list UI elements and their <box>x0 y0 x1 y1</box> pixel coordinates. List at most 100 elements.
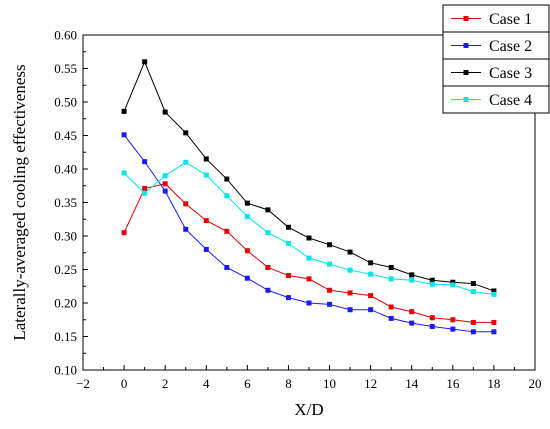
legend-label: Case 1 <box>489 11 532 28</box>
legend: Case 1 Case 2 Case 3 Case 4 <box>442 4 550 114</box>
series-1 <box>121 181 497 325</box>
y-axis-title: Laterally-averaged cooling effectiveness <box>10 64 29 340</box>
data-point <box>429 323 435 329</box>
data-point <box>327 301 333 307</box>
data-point <box>121 132 127 138</box>
data-point <box>224 228 230 234</box>
x-tick-label: −2 <box>76 376 90 391</box>
data-point <box>491 329 497 335</box>
data-point <box>306 235 312 241</box>
legend-item: Case 1 <box>442 4 550 33</box>
x-tick-label: 16 <box>446 376 460 391</box>
data-point <box>388 315 394 321</box>
data-point <box>368 271 374 277</box>
data-point <box>368 293 374 299</box>
data-point <box>265 207 271 213</box>
legend-marker <box>463 70 469 75</box>
data-point <box>327 242 333 248</box>
legend-marker <box>463 97 469 102</box>
data-point <box>327 287 333 293</box>
y-tick-label: 0.45 <box>54 128 77 143</box>
data-point <box>224 176 230 182</box>
data-point <box>285 273 291 279</box>
legend-label: Case 2 <box>489 38 532 55</box>
x-axis-title: X/D <box>294 400 323 419</box>
x-tick-label: 20 <box>529 376 542 391</box>
data-point <box>224 193 230 199</box>
data-point <box>450 326 456 332</box>
y-tick-label: 0.40 <box>54 162 77 177</box>
data-point <box>285 224 291 230</box>
y-tick-label: 0.25 <box>54 262 77 277</box>
data-point <box>429 281 435 287</box>
data-point <box>450 317 456 323</box>
data-point <box>368 260 374 266</box>
legend-label: Case 3 <box>489 65 532 82</box>
series-3 <box>121 59 497 294</box>
data-point <box>142 59 148 65</box>
data-point <box>162 181 168 187</box>
legend-item: Case 4 <box>442 85 550 114</box>
data-point <box>183 226 189 232</box>
y-axis: 0.10 0.15 0.20 0.25 0.30 0.35 0.40 0.45 0.50 0.55… <box>54 28 88 378</box>
x-tick-label: 18 <box>487 376 500 391</box>
data-point <box>142 159 148 165</box>
data-point <box>203 156 209 162</box>
data-point <box>142 185 148 191</box>
y-tick-label: 0.15 <box>54 329 77 344</box>
data-point <box>429 277 435 283</box>
x-tick-label: 14 <box>405 376 419 391</box>
data-point <box>244 200 250 206</box>
series-2 <box>121 132 497 335</box>
y-tick-label: 0.55 <box>54 61 77 76</box>
data-point <box>121 230 127 236</box>
series-4 <box>121 159 497 297</box>
legend-item: Case 2 <box>442 31 550 60</box>
legend-item: Case 3 <box>442 58 550 87</box>
y-tick-label: 0.30 <box>54 229 77 244</box>
data-point <box>491 319 497 325</box>
data-point <box>450 282 456 288</box>
x-tick-label: 0 <box>121 376 128 391</box>
x-tick-label: 8 <box>285 376 292 391</box>
legend-marker <box>463 16 469 21</box>
x-axis: −2 0 2 4 6 8 10 12 14 16 18 20 <box>76 365 542 391</box>
data-point <box>162 188 168 194</box>
data-point <box>470 319 476 325</box>
data-point <box>203 172 209 178</box>
data-point <box>285 295 291 301</box>
data-point <box>368 307 374 313</box>
data-point <box>470 289 476 295</box>
data-point <box>491 288 497 294</box>
data-point <box>265 264 271 270</box>
data-point <box>121 170 127 176</box>
x-tick-label: 12 <box>364 376 377 391</box>
series-group <box>121 59 497 335</box>
data-point <box>162 173 168 179</box>
data-point <box>450 279 456 285</box>
data-point <box>491 291 497 297</box>
data-point <box>121 108 127 114</box>
data-point <box>183 159 189 165</box>
data-point <box>347 249 353 255</box>
data-point <box>183 130 189 136</box>
data-point <box>306 255 312 261</box>
x-tick-label: 4 <box>203 376 210 391</box>
legend-label: Case 4 <box>489 92 532 109</box>
data-point <box>347 307 353 313</box>
data-point <box>347 290 353 296</box>
data-point <box>142 190 148 196</box>
y-tick-label: 0.20 <box>54 296 77 311</box>
y-tick-label: 0.50 <box>54 95 77 110</box>
data-point <box>470 281 476 287</box>
x-tick-label: 10 <box>323 376 336 391</box>
data-point <box>409 272 415 278</box>
data-point <box>265 287 271 293</box>
data-point <box>409 309 415 315</box>
data-point <box>327 261 333 267</box>
y-tick-label: 0.35 <box>54 195 77 210</box>
y-tick-label: 0.10 <box>54 363 77 378</box>
data-point <box>388 304 394 310</box>
data-point <box>306 276 312 282</box>
